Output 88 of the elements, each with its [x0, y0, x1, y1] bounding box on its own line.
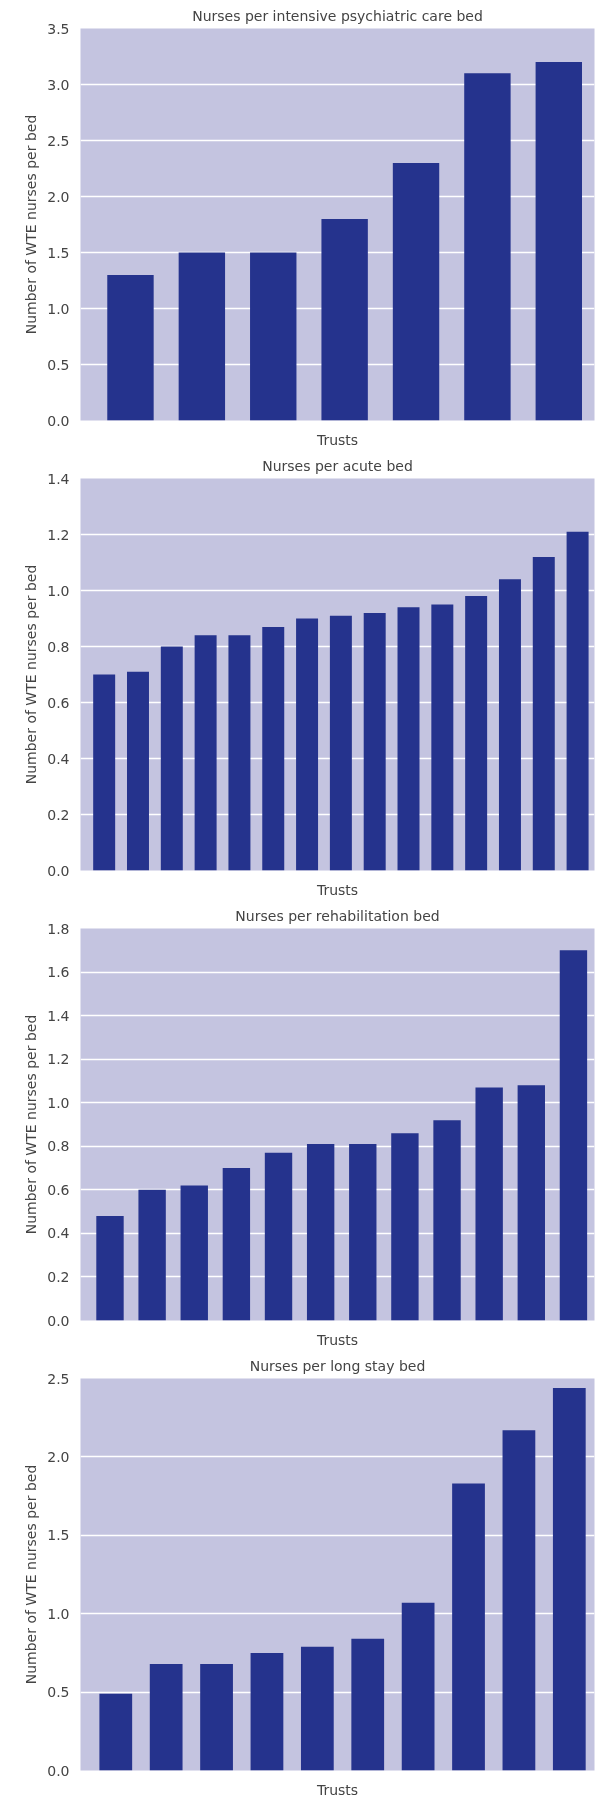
y-tick-label: 3.0	[47, 76, 70, 93]
y-tick-label: 2.0	[47, 188, 70, 205]
bar	[250, 1652, 284, 1771]
y-tick-label: 1.4	[47, 470, 70, 487]
y-tick-label: 1.6	[47, 964, 70, 981]
y-tick-label: 0.4	[47, 750, 70, 767]
bar	[127, 671, 149, 871]
bar	[200, 1663, 233, 1771]
y-axis-title: Number of WTE nurses per bed	[23, 564, 40, 785]
bar	[300, 1646, 334, 1771]
y-tick-label: 0.2	[47, 1268, 70, 1285]
bar	[431, 604, 454, 871]
y-tick-label: 1.5	[47, 244, 70, 261]
bar	[264, 1152, 293, 1321]
y-tick-label: 2.5	[47, 132, 70, 149]
bar	[391, 1133, 419, 1321]
y-tick-label: 0.2	[47, 806, 70, 823]
bar	[222, 1168, 251, 1321]
y-tick-label: 3.5	[47, 20, 70, 37]
y-tick-label: 0.5	[47, 356, 70, 373]
bar	[363, 612, 386, 871]
y-tick-label: 1.0	[47, 582, 70, 599]
bar	[452, 1483, 485, 1771]
bar	[194, 635, 217, 871]
bar	[93, 674, 116, 871]
bar	[465, 596, 488, 871]
bar	[532, 556, 555, 871]
bar	[306, 1144, 335, 1321]
bar	[566, 531, 589, 871]
y-tick-label: 2.0	[47, 1448, 70, 1465]
y-tick-label: 1.8	[47, 920, 70, 937]
y-axis-title: Number of WTE nurses per bed	[23, 1464, 40, 1685]
bar	[464, 73, 511, 421]
bar	[321, 218, 368, 421]
y-tick-label: 0.0	[47, 412, 70, 429]
bar	[228, 635, 251, 871]
x-axis-title: Trusts	[315, 431, 359, 448]
y-tick-label: 1.0	[47, 300, 70, 317]
bar	[99, 1693, 133, 1771]
x-axis-title: Trusts	[315, 881, 359, 898]
bar	[262, 626, 285, 871]
bar	[401, 1602, 435, 1771]
bar	[392, 162, 440, 421]
y-tick-label: 0.0	[47, 862, 70, 879]
y-tick-label: 1.2	[47, 1051, 70, 1068]
bar	[498, 579, 521, 871]
bar	[502, 1430, 536, 1771]
y-tick-label: 1.4	[47, 1007, 70, 1024]
bar	[535, 62, 583, 421]
y-tick-label: 0.6	[47, 694, 70, 711]
chart-title: Nurses per intensive psychiatric care bed	[192, 7, 483, 24]
y-tick-label: 1.2	[47, 526, 70, 543]
chart-title: Nurses per acute bed	[262, 457, 413, 474]
bar	[149, 1663, 183, 1771]
y-tick-label: 2.5	[47, 1370, 70, 1387]
bar	[107, 274, 154, 421]
y-axis-title: Number of WTE nurses per bed	[23, 1014, 40, 1235]
bar	[138, 1189, 166, 1321]
y-tick-label: 0.4	[47, 1225, 70, 1242]
bar	[250, 252, 297, 421]
bar	[517, 1085, 545, 1321]
bar	[552, 1387, 586, 1771]
chart-title: Nurses per rehabilitation bed	[235, 907, 440, 924]
bar	[351, 1638, 385, 1771]
y-tick-label: 0.0	[47, 1762, 70, 1779]
bar	[475, 1087, 503, 1321]
bar	[397, 607, 420, 871]
x-axis-title: Trusts	[315, 1331, 359, 1348]
y-tick-label: 0.6	[47, 1181, 70, 1198]
bar	[433, 1120, 461, 1321]
x-axis-title: Trusts	[315, 1781, 359, 1798]
bar	[559, 950, 588, 1321]
bar	[160, 646, 183, 871]
y-tick-label: 1.0	[47, 1605, 70, 1622]
bar	[296, 618, 319, 871]
y-tick-label: 0.8	[47, 638, 70, 655]
y-tick-label: 1.0	[47, 1094, 70, 1111]
y-tick-label: 0.0	[47, 1312, 70, 1329]
y-tick-label: 0.5	[47, 1684, 70, 1701]
y-tick-label: 0.8	[47, 1138, 70, 1155]
y-tick-label: 1.5	[47, 1527, 70, 1544]
bar	[349, 1144, 377, 1321]
y-axis-title: Number of WTE nurses per bed	[23, 114, 40, 335]
bar	[96, 1215, 124, 1321]
chart-title: Nurses per long stay bed	[249, 1357, 426, 1374]
bar	[178, 252, 226, 421]
bar	[329, 615, 352, 871]
bar	[180, 1185, 208, 1321]
